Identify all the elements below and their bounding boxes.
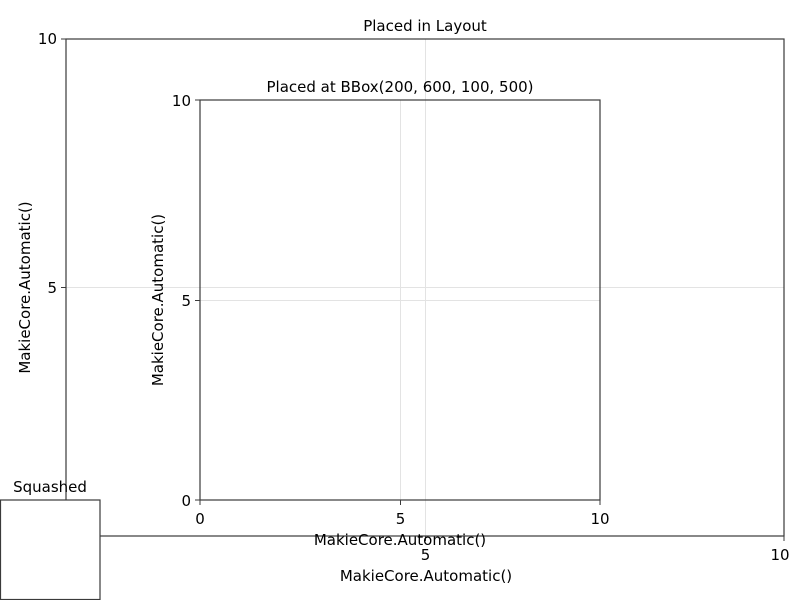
squashed-title: Squashed (13, 478, 87, 496)
bbox-xtick-label-10: 10 (590, 510, 609, 528)
squashed-background (0, 500, 100, 600)
layout-xlabel: MakieCore.Automatic() (340, 567, 512, 585)
bbox-ylabel: MakieCore.Automatic() (149, 214, 167, 386)
bbox-xtick-label-0: 0 (195, 510, 205, 528)
bbox-title: Placed at BBox(200, 600, 100, 500) (266, 78, 533, 96)
layout-xtick-label-5: 5 (421, 546, 431, 564)
bbox-ytick-label-10: 10 (172, 92, 191, 110)
layout-ytick-label-5: 5 (47, 279, 57, 297)
axis-layout: Placed in Layout 10 5 0 0 5 10 MakieCore… (16, 17, 790, 585)
bbox-xlabel: MakieCore.Automatic() (314, 531, 486, 549)
bbox-ytick-label-0: 0 (181, 492, 191, 510)
axis-bbox: Placed at BBox(200, 600, 100, 500) 10 5 … (149, 78, 610, 549)
layout-xtick-label-10: 10 (770, 546, 789, 564)
axis-squashed: Squashed (0, 478, 101, 600)
layout-ytick-label-10: 10 (38, 30, 57, 48)
bbox-ytick-label-5: 5 (181, 292, 191, 310)
bbox-xtick-label-5: 5 (396, 510, 406, 528)
layout-title: Placed in Layout (363, 17, 487, 35)
layout-ylabel: MakieCore.Automatic() (16, 201, 34, 373)
